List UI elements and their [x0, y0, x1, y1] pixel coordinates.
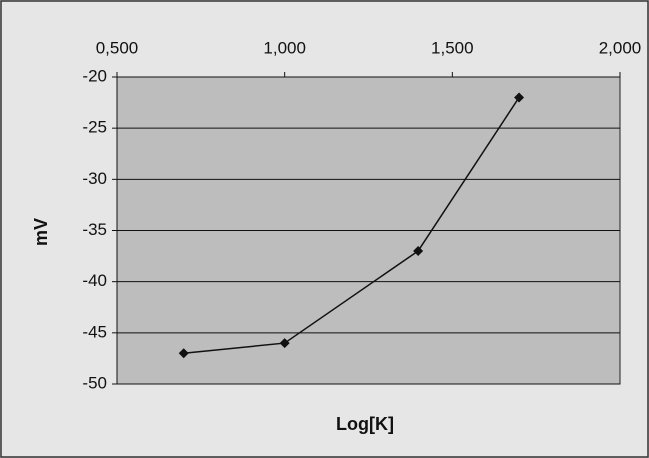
- y-tick-label: -50: [82, 373, 107, 392]
- y-tick-label: -20: [82, 66, 107, 85]
- x-tick-label: 0,500: [96, 38, 139, 57]
- data-point: [178, 348, 189, 359]
- y-tick-label: -25: [82, 118, 107, 137]
- x-tick-label: 1,500: [431, 38, 474, 57]
- y-tick-label: -40: [82, 271, 107, 290]
- data-line: [183, 97, 520, 355]
- y-tick-label: -45: [82, 322, 107, 341]
- x-axis-title: Log[K]: [336, 414, 394, 434]
- data-point: [279, 338, 290, 349]
- x-tick-label: 2,000: [599, 38, 642, 57]
- y-tick-label: -30: [82, 169, 107, 188]
- data-point: [514, 92, 525, 103]
- y-tick-label: -35: [82, 220, 107, 239]
- data-point: [413, 245, 424, 256]
- x-tick-label: 1,000: [263, 38, 306, 57]
- y-axis-title: mV: [31, 218, 51, 246]
